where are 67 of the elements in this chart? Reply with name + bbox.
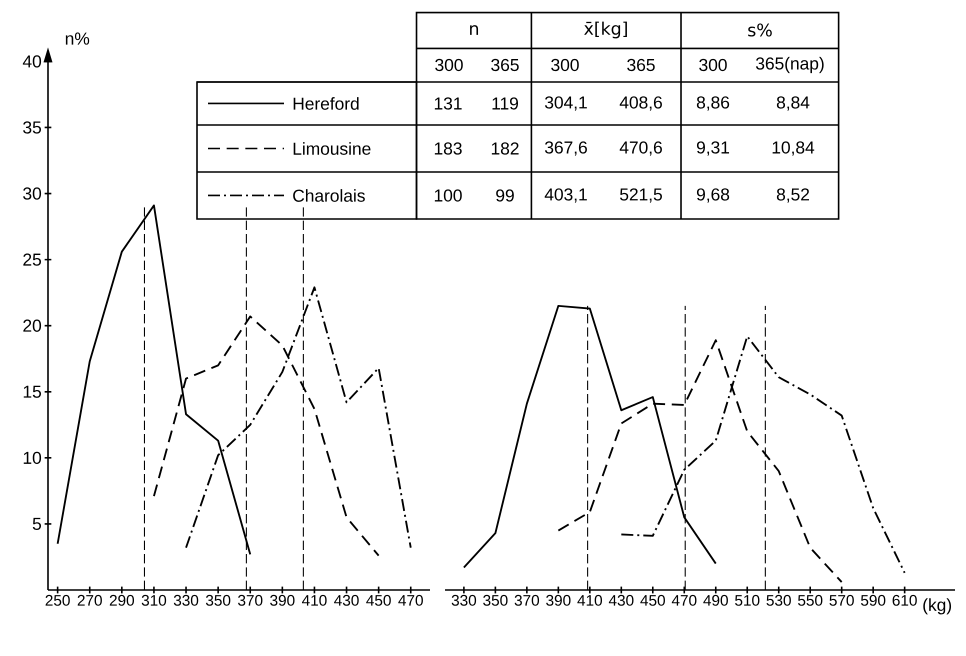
annotation: 403,1 (544, 188, 587, 203)
x-tick-label: 410 (577, 594, 602, 606)
x-tick-label: 370 (238, 594, 262, 606)
y-tick-label: 10 (24, 452, 42, 464)
x-axis-title: (kg) (923, 598, 952, 614)
annotation: 365(nap) (756, 56, 824, 74)
y-tick-label: 35 (23, 121, 41, 134)
x-tick-label: 410 (302, 594, 327, 606)
annotation: 8,84 (776, 96, 810, 111)
annotation: 183 (434, 142, 462, 155)
annotation: 8,86 (696, 96, 730, 111)
y-tick-label: 25 (23, 253, 41, 266)
x-tick-label: 270 (78, 594, 102, 606)
annotation: 300 (699, 58, 727, 72)
annotation: 304,1 (544, 96, 587, 111)
x-tick-label: 290 (110, 594, 134, 606)
x-tick-label: 590 (860, 594, 886, 606)
y-tick-label: 15 (24, 386, 41, 398)
y-tick-label: 5 (32, 518, 41, 530)
legend-label: Limousine (294, 142, 370, 155)
annotation: 9,31 (696, 141, 730, 156)
annotation: 100 (434, 189, 462, 202)
y-tick-label: 20 (23, 320, 42, 332)
x-tick-label: 530 (766, 594, 791, 606)
annotation: 470,6 (620, 141, 662, 156)
legend-label: Hereford (294, 97, 359, 110)
x-tick-label: 310 (142, 594, 166, 606)
annotation: 365 (627, 58, 655, 72)
x-tick-label: 250 (46, 594, 70, 606)
annotation: 408,6 (620, 96, 662, 111)
text: x̄[kg] (584, 22, 627, 38)
x-tick-label: 470 (398, 594, 423, 606)
x-tick-label: 330 (452, 594, 476, 606)
annotation: 119 (492, 97, 518, 110)
y-axis-title: n% (66, 32, 90, 45)
x-tick-label: 450 (366, 594, 391, 606)
annotation: 99 (496, 189, 514, 202)
x-tick-label: 470 (672, 594, 696, 606)
annotation: 10,84 (772, 141, 814, 156)
annotation: 300 (435, 58, 463, 72)
x-tick-label: 330 (174, 594, 198, 606)
x-tick-label: 390 (546, 594, 571, 606)
annotation: 9,68 (696, 188, 730, 203)
x-tick-label: 450 (640, 594, 665, 606)
y-tick-label: 30 (23, 187, 42, 200)
x-tick-label: 510 (735, 594, 760, 606)
annotation: 367,6 (544, 141, 587, 156)
annotation: 182 (492, 142, 519, 155)
x-tick-label: 610 (892, 594, 917, 606)
y-tick-label: 40 (22, 55, 42, 68)
x-tick-label: 350 (206, 594, 230, 606)
x-tick-label: 430 (608, 594, 634, 606)
x-tick-label: 550 (798, 594, 822, 606)
x-tick-label: 370 (514, 594, 540, 606)
x-tick-label: 490 (703, 594, 728, 606)
annotation: 300 (551, 58, 579, 72)
text: n (470, 25, 478, 35)
x-tick-label: 430 (334, 594, 359, 606)
legend-label: Charolais (293, 189, 365, 202)
annotation: 365 (491, 58, 519, 72)
x-tick-label: 390 (270, 594, 295, 606)
x-tick-label: 570 (829, 594, 854, 606)
annotation: 8,52 (776, 188, 809, 203)
x-tick-label: 350 (483, 594, 508, 606)
annotation: 131 (434, 97, 462, 110)
annotation: 521,5 (620, 188, 662, 203)
text: s% (748, 23, 772, 37)
